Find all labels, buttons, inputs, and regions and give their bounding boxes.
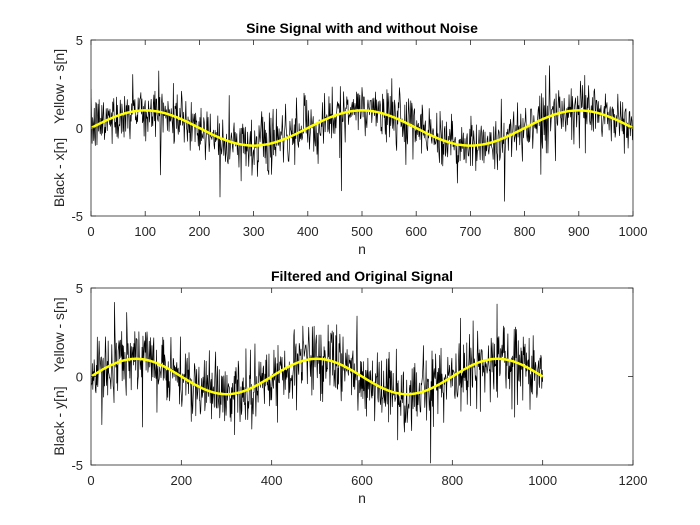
y-tick-label: 5 — [76, 33, 83, 48]
x-tick-label: 900 — [568, 224, 590, 239]
y-axis-label: Black - y[n] Yellow - s[n] — [51, 297, 67, 455]
x-tick-label: 200 — [189, 224, 211, 239]
y-tick-label: -5 — [71, 209, 83, 224]
x-tick-label: 500 — [351, 224, 373, 239]
chart-title: Filtered and Original Signal — [271, 268, 453, 284]
x-axis-label: n — [358, 490, 366, 506]
series-group — [91, 302, 544, 464]
x-axis-label: n — [358, 241, 366, 257]
series-group — [91, 65, 633, 202]
y-axis-label-black-part: Black - y[n] — [51, 386, 67, 455]
x-tick-label: 800 — [514, 224, 536, 239]
chart-title: Sine Signal with and without Noise — [246, 20, 478, 36]
y-tick-label: 5 — [76, 281, 83, 296]
x-tick-label: 200 — [170, 473, 192, 488]
clean-sine-line — [91, 357, 544, 396]
x-tick-label: 1200 — [619, 473, 648, 488]
y-axis-label-yellow-part: Yellow - s[n] — [51, 49, 67, 124]
x-tick-label: 700 — [460, 224, 482, 239]
x-tick-label: 600 — [351, 473, 373, 488]
noisy-signal-line — [91, 302, 544, 464]
subplot-bottom: 0 200 400 600 800 1000 1200 -5 0 5 Filtered and Or… — [51, 268, 647, 506]
clean-sine-line — [91, 109, 633, 147]
x-tick-label: 400 — [297, 224, 319, 239]
x-tick-label: 400 — [261, 473, 283, 488]
x-tick-label: 1000 — [619, 224, 648, 239]
x-tick-label: 0 — [87, 473, 94, 488]
x-tick-label: 0 — [87, 224, 94, 239]
x-tick-label: 1000 — [528, 473, 557, 488]
x-tick-label: 300 — [243, 224, 265, 239]
noisy-signal-line — [91, 65, 633, 202]
y-tick-label: 0 — [76, 121, 83, 136]
y-axis-label-yellow-part: Yellow - s[n] — [51, 297, 67, 372]
subplot-top: 0 100 200 300 400 500 600 700 800 900 1000 -5 0 5 Sine… — [51, 20, 647, 257]
x-tick-label: 800 — [441, 473, 463, 488]
y-axis-label-black-part: Black - x[n] — [51, 138, 67, 207]
y-tick-label: -5 — [71, 458, 83, 473]
y-axis-label: Black - x[n] Yellow - s[n] — [51, 49, 67, 207]
x-tick-label: 600 — [405, 224, 427, 239]
y-tick-label: 0 — [76, 370, 83, 385]
x-tick-label: 100 — [134, 224, 156, 239]
